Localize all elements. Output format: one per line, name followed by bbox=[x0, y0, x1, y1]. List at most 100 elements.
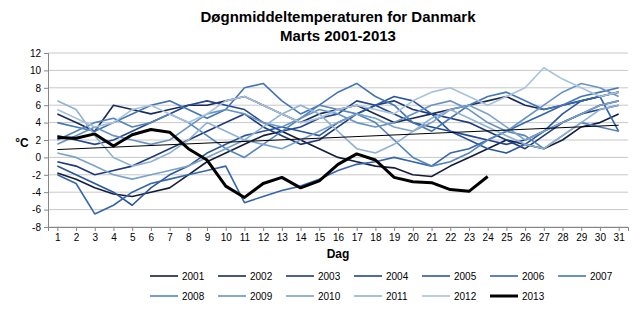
plot-area bbox=[57, 68, 618, 214]
legend-label: 2005 bbox=[454, 271, 477, 282]
grid-line bbox=[48, 192, 628, 193]
tick-label: -2 bbox=[32, 170, 41, 181]
trend-line bbox=[57, 125, 618, 149]
series-line bbox=[57, 68, 618, 127]
tick-label: 27 bbox=[539, 232, 551, 243]
tick: 27 bbox=[539, 227, 551, 243]
legend-item: 2006 bbox=[490, 271, 545, 282]
tick-mark bbox=[394, 227, 395, 231]
tick-label: 3 bbox=[92, 232, 98, 243]
tick-label: 12 bbox=[258, 232, 270, 243]
legend-label: 2009 bbox=[250, 291, 273, 302]
legend: 2001200220032004200520062007200820092010… bbox=[150, 271, 613, 302]
tick: 10 bbox=[221, 227, 233, 243]
legend-item: 2004 bbox=[354, 271, 409, 282]
tick-label: 30 bbox=[595, 232, 607, 243]
tick-mark bbox=[113, 227, 114, 231]
tick-label: 5 bbox=[130, 232, 136, 243]
tick: 23 bbox=[464, 227, 476, 243]
legend-item: 2007 bbox=[558, 271, 613, 282]
grid-line bbox=[48, 53, 628, 54]
legend-item: 2011 bbox=[354, 291, 408, 302]
tick-mark bbox=[188, 227, 189, 231]
tick: 21 bbox=[426, 227, 438, 243]
tick: -6 bbox=[32, 204, 48, 215]
x-axis: 1234567891011121314151617181920212223242… bbox=[49, 227, 629, 243]
tick: 7 bbox=[167, 227, 173, 243]
legend-item: 2010 bbox=[286, 291, 341, 302]
legend-label: 2003 bbox=[318, 271, 341, 282]
tick: 0 bbox=[35, 152, 48, 163]
tick-mark bbox=[600, 227, 601, 231]
tick-label: 4 bbox=[111, 232, 117, 243]
axis-line bbox=[44, 54, 49, 228]
legend-swatch bbox=[422, 295, 450, 297]
tick-mark bbox=[488, 227, 489, 231]
tick-label: 16 bbox=[333, 232, 345, 243]
tick: 1 bbox=[55, 227, 61, 243]
tick-label: 24 bbox=[483, 232, 495, 243]
tick: 20 bbox=[408, 227, 420, 243]
legend-swatch bbox=[490, 295, 518, 298]
legend-item: 2013 bbox=[490, 291, 545, 302]
tick-mark bbox=[95, 227, 96, 231]
legend-item: 2009 bbox=[218, 291, 273, 302]
tick-label: 20 bbox=[408, 232, 420, 243]
legend-label: 2006 bbox=[522, 271, 545, 282]
y-axis: -8-6-4-2024681012 bbox=[30, 48, 49, 233]
tick-label: 9 bbox=[205, 232, 211, 243]
tick-label: 11 bbox=[240, 232, 251, 243]
tick-label: -8 bbox=[32, 222, 41, 233]
tick: 31 bbox=[614, 227, 626, 243]
tick-mark bbox=[170, 227, 171, 231]
tick: 2 bbox=[74, 227, 80, 243]
tick-label: 14 bbox=[296, 232, 308, 243]
background bbox=[0, 0, 640, 318]
tick-label: 17 bbox=[352, 232, 364, 243]
tick: -8 bbox=[32, 222, 48, 233]
tick-mark bbox=[338, 227, 339, 231]
tick-label: 6 bbox=[35, 100, 41, 111]
tick-label: 7 bbox=[167, 232, 173, 243]
x-axis-title: Dag bbox=[327, 247, 350, 261]
tick: 16 bbox=[333, 227, 345, 243]
legend-label: 2011 bbox=[386, 291, 408, 302]
tick: 25 bbox=[501, 227, 513, 243]
tick-mark bbox=[44, 157, 48, 158]
tick-mark bbox=[44, 210, 48, 211]
tick-mark bbox=[375, 227, 376, 231]
tick-mark bbox=[244, 227, 245, 231]
y-axis-title: °C bbox=[15, 136, 29, 150]
tick-label: 6 bbox=[149, 232, 155, 243]
tick-mark bbox=[151, 227, 152, 231]
tick-mark bbox=[226, 227, 227, 231]
grid bbox=[48, 53, 628, 227]
tick: 22 bbox=[445, 227, 457, 243]
tick: 30 bbox=[595, 227, 607, 243]
tick-mark bbox=[44, 70, 48, 71]
tick-label: 1 bbox=[55, 232, 61, 243]
tick-mark bbox=[44, 53, 48, 54]
tick-mark bbox=[44, 227, 48, 228]
tick: 17 bbox=[352, 227, 364, 243]
grid-line bbox=[48, 209, 628, 210]
tick-label: -6 bbox=[32, 204, 41, 215]
legend-swatch bbox=[490, 275, 518, 277]
legend-label: 2007 bbox=[590, 271, 613, 282]
tick: 29 bbox=[576, 227, 588, 243]
grid-line bbox=[48, 174, 628, 175]
tick: 4 bbox=[111, 227, 117, 243]
tick-mark bbox=[544, 227, 545, 231]
tick-label: 18 bbox=[370, 232, 382, 243]
tick-mark bbox=[57, 227, 58, 231]
tick-mark bbox=[44, 105, 48, 106]
legend-swatch bbox=[218, 275, 246, 277]
tick-label: 23 bbox=[464, 232, 476, 243]
tick: 19 bbox=[389, 227, 401, 243]
tick-label: 8 bbox=[35, 83, 41, 94]
tick: -2 bbox=[32, 170, 48, 181]
tick: 18 bbox=[370, 227, 382, 243]
grid-line bbox=[48, 105, 628, 106]
legend-item: 2001 bbox=[150, 271, 205, 282]
tick-label: 29 bbox=[576, 232, 588, 243]
